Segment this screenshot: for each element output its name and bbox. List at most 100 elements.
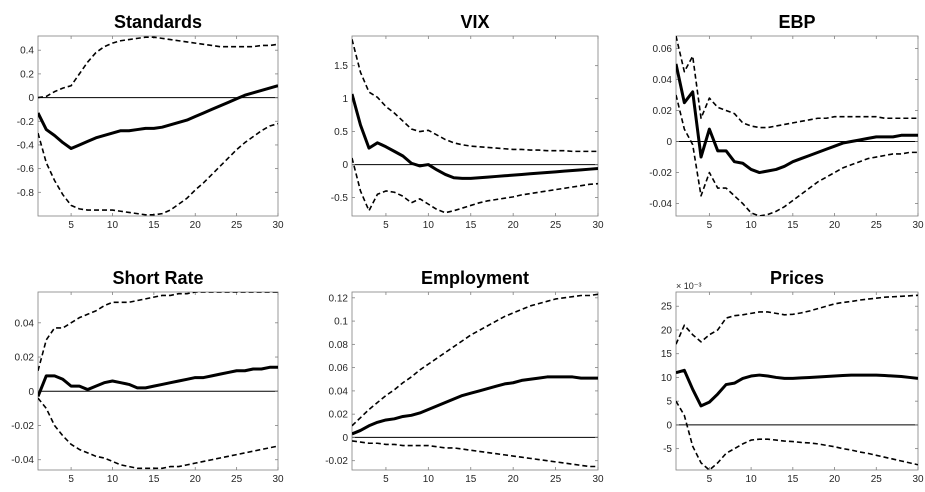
y-tick-label: -5 [663,444,672,455]
panel-title-standards: Standards [114,12,202,32]
y-tick-label: 25 [661,302,673,313]
y-tick-label: 0.2 [20,69,34,80]
y-tick-label: 5 [666,397,672,408]
y-tick-label: 0.02 [15,353,35,364]
panel-standards: Standards 5 10 15 20 25 30 -0.8 -0.6 -0.4 -0.2 0 0.2… [17,12,284,231]
y-tick-label: -0.04 [11,455,34,466]
x-tick-label: 25 [550,220,562,231]
y-tick-label: 0.04 [329,386,349,397]
series-irf-short-rate [38,365,278,397]
x-tick-label: 10 [746,474,758,485]
x-tick-label: 5 [707,220,713,231]
x-tick-label: 15 [465,474,477,485]
panel-prices: Prices 5 10 15 20 25 30 -5 0 5 10 15 20 25 × 10⁻³ [661,268,924,485]
panel-title-ebp: EBP [778,12,815,32]
panel-title-prices: Prices [770,268,824,288]
x-tick-label: 5 [68,220,74,231]
y-tick-label: 0.1 [334,317,348,328]
x-tick-label: 25 [231,474,243,485]
series-irf-employment [352,375,598,436]
panel-title-vix: VIX [460,12,489,32]
x-tick-label: 15 [148,220,160,231]
x-tick-label: 10 [107,474,119,485]
y-tick-label: 0.4 [20,46,34,57]
y-tick-label: -0.02 [11,421,34,432]
y-tick-label: 20 [661,325,673,336]
y-tick-label: -0.4 [17,140,35,151]
y-tick-label: 0.02 [653,106,673,117]
x-tick-label: 5 [383,220,389,231]
x-tick-label: 15 [148,474,160,485]
x-tick-label: 5 [68,474,74,485]
y-tick-label: 0 [342,160,348,171]
x-tick-label: 20 [508,220,520,231]
x-tick-label: 20 [190,220,202,231]
series-lower-short-rate [38,397,278,470]
y-tick-label: 0.02 [329,410,349,421]
y-tick-label: 0.08 [329,340,349,351]
series-irf-prices [676,368,918,408]
axes-box-standards [37,35,279,217]
y-tick-label: 1 [342,94,348,105]
x-tick-label: 30 [592,474,604,485]
x-tick-label: 30 [592,220,604,231]
x-tick-label: 25 [231,220,243,231]
panel-vix: VIX 5 10 15 20 25 30 -0.5 0 0.5 1 1.5 [331,12,604,231]
series-upper-ebp [676,36,918,129]
y-tick-label: 10 [661,373,673,384]
x-tick-label: 30 [912,220,924,231]
y-tick-label: 0 [28,387,34,398]
y-tick-label: 0 [28,93,34,104]
x-tick-label: 15 [787,220,799,231]
panel-short-rate: Short Rate 5 10 15 20 25 30 -0.04 -0.02 0 0.02 0.04 [11,268,284,485]
x-tick-label: 20 [829,220,841,231]
y-tick-label: -0.5 [331,193,349,204]
series-upper-vix [352,39,598,153]
y-tick-label: 0 [342,433,348,444]
y-tick-label: 0.12 [329,293,349,304]
x-tick-label: 30 [272,474,284,485]
y-tick-label: -0.04 [649,199,672,210]
y-tick-label: 0 [666,420,672,431]
y-tick-label: -0.2 [17,117,35,128]
y-tick-label: 0.06 [653,44,673,55]
y-tick-label: -0.02 [649,168,672,179]
series-lower-standards [38,122,278,216]
panel-employment: Employment 5 10 15 20 25 30 -0.02 0 0.02 0.04 0.06 0… [325,268,604,485]
series-irf-standards [38,84,278,150]
x-tick-label: 10 [423,220,435,231]
x-tick-label: 10 [107,220,119,231]
panel-title-employment: Employment [421,268,529,288]
y-tick-label: -0.02 [325,456,348,467]
x-tick-label: 30 [272,220,284,231]
x-tick-label: 20 [829,474,841,485]
y-tick-label: 15 [661,349,673,360]
x-tick-label: 25 [871,220,883,231]
y-tick-label: 0 [666,137,672,148]
x-tick-label: 25 [550,474,562,485]
y-tick-label: 0.06 [329,363,349,374]
y-tick-label: -0.8 [17,188,35,199]
x-tick-label: 10 [423,474,435,485]
y-tick-label: 0.04 [15,318,35,329]
y-tick-label: 0.5 [334,127,348,138]
x-tick-label: 5 [383,474,389,485]
y-exponent-label: × 10⁻³ [676,281,702,291]
series-upper-short-rate [38,292,278,371]
series-irf-ebp [676,63,918,175]
axes-box-ebp [675,35,919,217]
series-upper-employment [352,293,598,427]
x-tick-label: 5 [707,474,713,485]
series-upper-prices [676,294,918,345]
series-lower-ebp [676,94,918,216]
x-tick-label: 10 [746,220,758,231]
panel-ebp: EBP 5 10 15 20 25 30 -0.04 -0.02 0 0.02 0.04 0.06 [649,12,924,231]
y-tick-label: -0.6 [17,164,35,175]
y-tick-label: 0.04 [653,75,673,86]
x-tick-label: 30 [912,474,924,485]
x-tick-label: 15 [465,220,477,231]
series-lower-employment [352,440,598,468]
axes-box-employment [351,291,599,471]
panel-title-short-rate: Short Rate [112,268,203,288]
